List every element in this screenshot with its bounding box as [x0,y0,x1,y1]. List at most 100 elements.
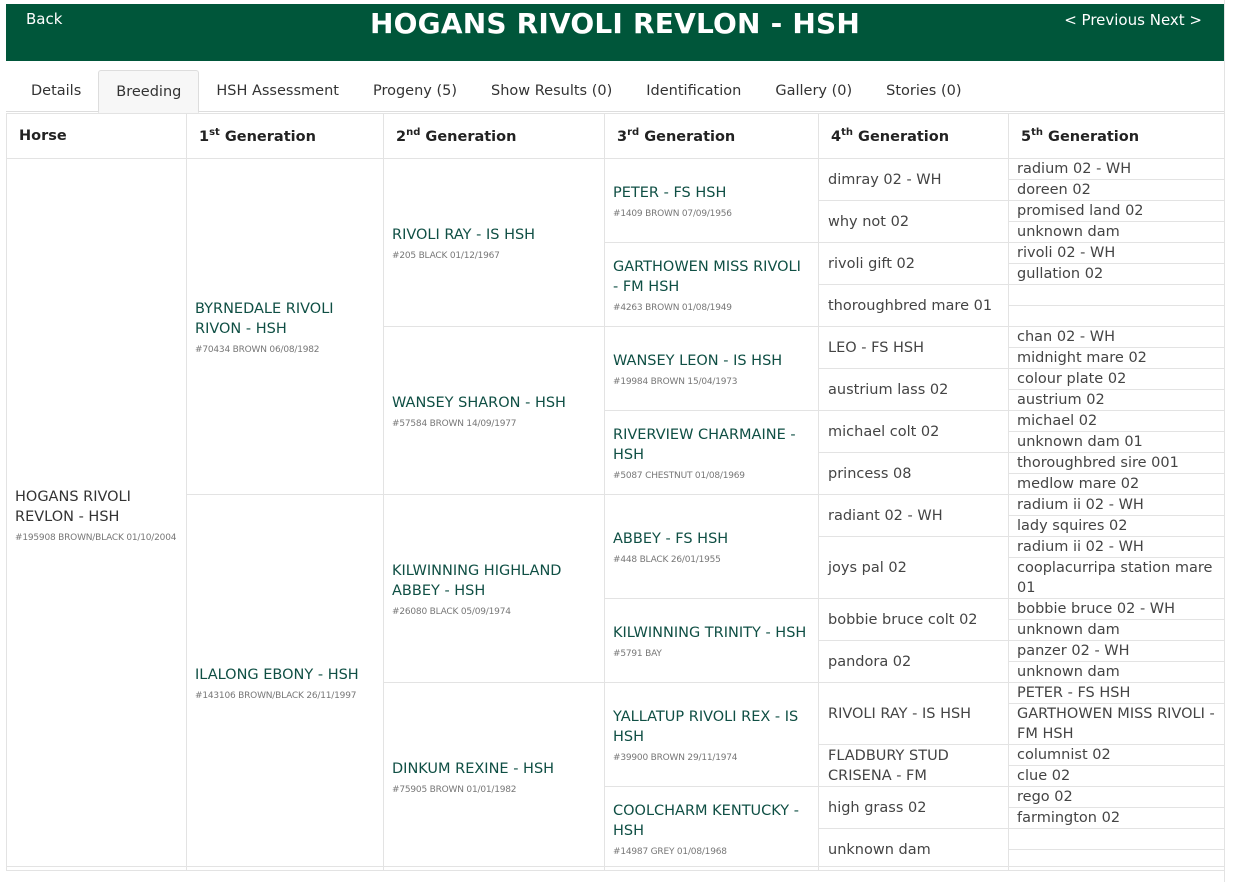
horse-cell: COOLCHARM KENTUCKY - HSH #14987 GREY 01/0… [604,786,819,871]
gen4-ancestor: thoroughbred mare 01 [818,284,1009,327]
tab-show-results[interactable]: Show Results (0) [491,83,613,99]
tab-breeding[interactable]: Breeding [98,70,200,113]
horse-name-link[interactable]: WANSEY SHARON - HSH [392,394,566,411]
gen5-ancestor [1008,849,1225,871]
horse-info: #1409 BROWN 07/09/1956 [613,208,732,219]
gen4-ancestor: princess 08 [818,452,1009,495]
column-header-number: 4 [831,128,842,145]
horse-name-link[interactable]: WANSEY LEON - IS HSH [613,352,783,369]
horse-info: #4263 BROWN 01/08/1949 [613,302,732,313]
back-link[interactable]: Back [26,10,63,28]
horse-name-link[interactable]: DINKUM REXINE - HSH [392,760,555,777]
gen5-ancestor: radium ii 02 - WH [1008,494,1225,516]
column-header-suffix: st [209,127,220,139]
horse-cell: KILWINNING TRINITY - HSH #5791 BAY [604,598,819,683]
pedigree-row: unknown dam [7,828,1225,871]
column-header-number: 5 [1021,128,1032,145]
horse-cell: BYRNEDALE RIVOLI RIVON - HSH #70434 BROWN… [186,158,384,495]
tab-identification[interactable]: Identification [646,83,742,99]
horse-name-link[interactable]: RIVERVIEW CHARMAINE - HSH [613,426,796,463]
horse-info: #39900 BROWN 29/11/1974 [613,752,738,763]
gen5-ancestor: panzer 02 - WH [1008,640,1225,662]
horse-name-link[interactable]: RIVOLI RAY - IS HSH [392,226,536,243]
gen5-ancestor: medlow mare 02 [1008,473,1225,495]
horse-cell: ILALONG EBONY - HSH #143106 BROWN/BLACK 2… [186,494,384,871]
horse-info: #195908 BROWN/BLACK 01/10/2004 [15,532,177,543]
divider [6,866,1224,867]
gen5-ancestor: austrium 02 [1008,389,1225,411]
tab-details[interactable]: Details [31,83,82,99]
horse-name-link[interactable]: BYRNEDALE RIVOLI RIVON - HSH [195,300,334,337]
pedigree-table: Horse 1st Generation 2nd Generation 3rd Gen… [6,113,1225,871]
pedigree-row: why not 02 promised land 02 [7,200,1225,243]
previous-link[interactable]: < Previous [1064,11,1145,29]
pedigree-row: midnight mare 02 [7,347,1225,369]
gen4-ancestor: why not 02 [818,200,1009,243]
gen5-ancestor [1008,284,1225,306]
gen5-ancestor: promised land 02 [1008,200,1225,222]
prev-next-nav: < Previous Next > [1064,11,1202,29]
column-header: 1st Generation [186,113,384,159]
gen5-ancestor: rivoli 02 - WH [1008,242,1225,264]
horse-name-link[interactable]: ILALONG EBONY - HSH [195,666,359,683]
pedigree-row: austrium 02 [7,389,1225,411]
gen5-ancestor: radium ii 02 - WH [1008,536,1225,558]
gen5-ancestor: radium 02 - WH [1008,158,1225,180]
horse-info: #205 BLACK 01/12/1967 [392,250,500,261]
gen5-ancestor: chan 02 - WH [1008,326,1225,348]
horse-cell: GARTHOWEN MISS RIVOLI - FM HSH #4263 BROW… [604,242,819,327]
horse-name-link[interactable]: PETER - FS HSH [613,184,727,201]
tab-bar: Details Breeding HSH Assessment Progeny (5)… [6,70,1224,113]
column-header: 2nd Generation [383,113,605,159]
horse-info: #14987 GREY 01/08/1968 [613,846,727,857]
gen5-ancestor: unknown dam [1008,661,1225,683]
horse-name-link[interactable]: GARTHOWEN MISS RIVOLI - FM HSH [613,258,801,295]
gen4-ancestor: joys pal 02 [818,536,1009,599]
tab-stories[interactable]: Stories (0) [886,83,962,99]
column-header-label: Generation [420,128,517,145]
horse-name-link[interactable]: KILWINNING HIGHLAND ABBEY - HSH [392,562,562,599]
gen5-ancestor [1008,828,1225,850]
pedigree-row: GARTHOWEN MISS RIVOLI - FM HSH [7,703,1225,745]
column-header-label: Generation [1043,128,1140,145]
gen4-ancestor: radiant 02 - WH [818,494,1009,537]
horse-name-link[interactable]: HOGANS RIVOLI REVLON - HSH [15,488,131,525]
next-link[interactable]: Next > [1149,11,1202,29]
gen5-ancestor: doreen 02 [1008,179,1225,201]
gen5-ancestor: bobbie bruce 02 - WH [1008,598,1225,620]
pedigree-row: KILWINNING TRINITY - HSH #5791 BAY bobbie … [7,598,1225,683]
pedigree-row: medlow mare 02 [7,473,1225,495]
horse-cell: WANSEY LEON - IS HSH #19984 BROWN 15/04/1… [604,326,819,411]
header-banner: Back HOGANS RIVOLI REVLON - HSH < Previo… [6,4,1224,61]
gen5-ancestor: gullation 02 [1008,263,1225,285]
gen4-ancestor: FLADBURY STUD CRISENA - FM [818,744,1009,787]
pedigree-row: unknown dam 01 [7,431,1225,453]
horse-info: #448 BLACK 26/01/1955 [613,554,721,565]
gen4-ancestor: rivoli gift 02 [818,242,1009,285]
pedigree-row: HOGANS RIVOLI REVLON - HSH #195908 BROWN/… [6,158,1225,871]
gen5-ancestor: thoroughbred sire 001 [1008,452,1225,474]
horse-info: #75905 BROWN 01/01/1982 [392,784,517,795]
horse-name-link[interactable]: KILWINNING TRINITY - HSH [613,624,807,641]
horse-name-link[interactable]: ABBEY - FS HSH [613,530,729,547]
horse-info: #5087 CHESTNUT 01/08/1969 [613,470,745,481]
gen5-ancestor: colour plate 02 [1008,368,1225,390]
horse-cell: RIVERVIEW CHARMAINE - HSH #5087 CHESTNUT … [604,410,819,495]
pedigree-row: thoroughbred mare 01 [7,284,1225,327]
tab-hsh-assessment[interactable]: HSH Assessment [216,83,339,99]
gen5-ancestor: clue 02 [1008,765,1225,787]
gen5-ancestor: PETER - FS HSH [1008,682,1225,704]
horse-cell: PETER - FS HSH #1409 BROWN 07/09/1956 [604,158,819,243]
gen5-ancestor [1008,305,1225,327]
pedigree-row: ILALONG EBONY - HSH #143106 BROWN/BLACK 2… [7,494,1225,871]
horse-info: #143106 BROWN/BLACK 26/11/1997 [195,690,357,701]
tab-progeny[interactable]: Progeny (5) [372,83,458,99]
horse-info: #26080 BLACK 05/09/1974 [392,606,511,617]
horse-cell: HOGANS RIVOLI REVLON - HSH #195908 BROWN/… [6,158,187,871]
horse-name-link[interactable]: YALLATUP RIVOLI REX - IS HSH [613,708,799,745]
column-header-suffix: rd [627,127,640,139]
horse-name-link[interactable]: COOLCHARM KENTUCKY - HSH [613,802,799,839]
gen4-ancestor: austrium lass 02 [818,368,1009,411]
gen5-ancestor: michael 02 [1008,410,1225,432]
tab-gallery[interactable]: Gallery (0) [775,83,853,99]
